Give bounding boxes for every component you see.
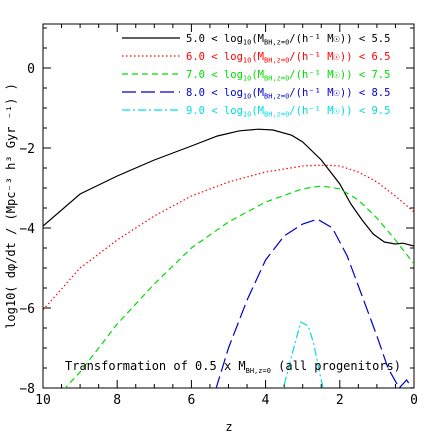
x-tick-labels: 10 8 6 4 2 0 <box>35 393 418 408</box>
legend-text-part: 9.0 < log <box>186 105 243 117</box>
legend-text-part: 10 <box>243 111 251 119</box>
legend-text-part: BH,z=0 <box>264 111 289 119</box>
annotation-pre: Transformation of 0.5 x M <box>65 359 246 373</box>
legend-text-part: BH,z=0 <box>264 75 289 83</box>
legend-text-part: (M <box>251 51 264 63</box>
y-tick-label: −4 <box>19 222 35 237</box>
legend-text-part: 7.0 < log <box>186 69 243 81</box>
x-axis-label: z <box>225 420 232 434</box>
legend-label-4: 8.0 < log10(MBH,z=0/(h⁻¹ M☉)) < 8.5 <box>186 87 390 101</box>
legend-text-part: BH,z=0 <box>264 57 289 65</box>
y-tick-label: −8 <box>19 382 35 397</box>
x-tick-label: 2 <box>336 393 344 408</box>
y-tick-label: −6 <box>19 302 35 317</box>
y-tick-label: 0 <box>27 62 35 77</box>
legend-text-part: BH,z=0 <box>264 93 289 101</box>
annotation-post: (all progenitors) <box>271 359 401 373</box>
annotation-sub: BH,z=0 <box>246 367 271 375</box>
legend-label-3: 7.0 < log10(MBH,z=0/(h⁻¹ M☉)) < 7.5 <box>186 69 390 83</box>
series-line-3 <box>64 185 414 388</box>
legend-text-part: /(h⁻¹ M☉)) < 9.5 <box>289 105 390 117</box>
legend-text-part: /(h⁻¹ M☉)) < 6.5 <box>289 51 390 63</box>
x-tick-label: 0 <box>410 393 418 408</box>
legend-label-2: 6.0 < log10(MBH,z=0/(h⁻¹ M☉)) < 6.5 <box>186 51 390 65</box>
legend-text-part: 10 <box>243 93 251 101</box>
legend-text-part: /(h⁻¹ M☉)) < 8.5 <box>289 87 390 99</box>
y-tick-label: −2 <box>19 142 35 157</box>
legend-text-part: /(h⁻¹ M☉)) < 5.5 <box>289 33 390 45</box>
legend-text-part: BH,z=0 <box>264 39 289 47</box>
legend-text-part: 8.0 < log <box>186 87 243 99</box>
legend-text-part: 10 <box>243 75 251 83</box>
legend-text-part: (M <box>251 33 264 45</box>
series-line-1 <box>43 128 414 247</box>
legend-label-1: 5.0 < log10(MBH,z=0/(h⁻¹ M☉)) < 5.5 <box>186 33 390 47</box>
series-line-2 <box>43 164 414 311</box>
x-tick-label: 10 <box>35 393 51 408</box>
series-layer <box>43 128 414 388</box>
legend-text-part: 5.0 < log <box>186 33 243 45</box>
legend-text-part: 10 <box>243 57 251 65</box>
legend-text-part: /(h⁻¹ M☉)) < 7.5 <box>289 69 390 81</box>
x-tick-label: 4 <box>262 393 270 408</box>
y-axis-label: log10( dφ/dt / (Mpc⁻³ h³ Gyr ⁻¹) ) <box>4 83 18 329</box>
x-tick-label: 8 <box>113 393 121 408</box>
legend-text-part: 6.0 < log <box>186 51 243 63</box>
series-line-4 <box>215 218 413 388</box>
legend-text-part: (M <box>251 87 264 99</box>
annotation: Transformation of 0.5 x MBH,z=0 (all pro… <box>65 359 401 375</box>
y-tick-labels: 0 −2 −4 −6 −8 <box>19 62 35 397</box>
legend-text-part: (M <box>251 105 264 117</box>
legend: 5.0 < log10(MBH,z=0/(h⁻¹ M☉)) < 5.56.0 <… <box>122 33 390 119</box>
legend-text-part: 10 <box>243 39 251 47</box>
axis-ticks <box>42 24 415 389</box>
legend-label-5: 9.0 < log10(MBH,z=0/(h⁻¹ M☉)) < 9.5 <box>186 105 390 119</box>
legend-text-part: (M <box>251 69 264 81</box>
x-tick-label: 6 <box>187 393 195 408</box>
